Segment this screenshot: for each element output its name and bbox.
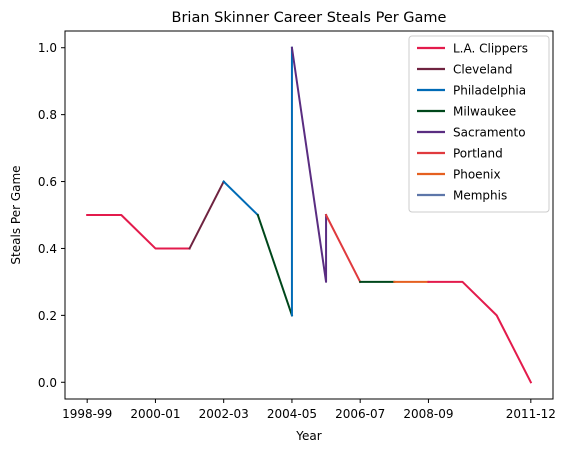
series-line-l-a-clippers-9 (427, 280, 533, 384)
x-tick-label: 2008-09 (403, 407, 453, 421)
series-line-sacramento-5 (290, 46, 328, 283)
legend-entry: Milwaukee (417, 105, 516, 119)
legend-entry: Philadelphia (417, 84, 526, 98)
y-axis-label: Steals Per Game (9, 165, 23, 264)
x-tick-label: 2004-05 (267, 407, 317, 421)
plot-area (86, 46, 533, 384)
legend-label: Philadelphia (453, 84, 526, 98)
legend: L.A. Clippers Cleveland Philadelphia Milwau… (408, 35, 550, 213)
axis-ticks: 1998-99 2000-01 2002-03 2004-05 2006-07 2008-… (38, 41, 556, 421)
legend-label: Milwaukee (453, 105, 516, 119)
x-tick-label: 2000-01 (130, 407, 180, 421)
x-tick-label: 2011-12 (506, 407, 556, 421)
x-tick-label: 2002-03 (199, 407, 249, 421)
y-tick-label: 0.0 (38, 376, 57, 390)
y-tick-label: 1.0 (38, 41, 57, 55)
chart-title: Brian Skinner Career Steals Per Game (172, 10, 447, 26)
x-tick-label: 1998-99 (62, 407, 112, 421)
legend-label: Portland (453, 147, 503, 161)
legend-label: Sacramento (453, 126, 526, 140)
legend-entry: Portland (417, 147, 503, 161)
legend-label: L.A. Clippers (453, 42, 528, 56)
y-tick-label: 0.8 (38, 108, 57, 122)
legend-label: Memphis (453, 189, 507, 203)
y-tick-label: 0.2 (38, 309, 57, 323)
y-tick-label: 0.4 (38, 242, 57, 256)
series-line-cleveland-1 (188, 180, 226, 250)
x-tick-label: 2006-07 (335, 407, 385, 421)
legend-entry: Phoenix (417, 168, 501, 182)
legend-entry: Memphis (417, 189, 507, 203)
legend-label: Cleveland (453, 63, 513, 77)
y-tick-label: 0.6 (38, 175, 57, 189)
plot-frame (64, 30, 554, 400)
series-line-l-a-clippers-0 (86, 214, 191, 250)
series-line-portland-6 (324, 213, 362, 284)
x-axis-label: Year (295, 429, 321, 443)
legend-entry: L.A. Clippers (417, 42, 528, 56)
legend-box (408, 35, 550, 213)
series-line-philadelphia-2 (222, 180, 260, 217)
legend-entry: Sacramento (417, 126, 526, 140)
legend-entry: Cleveland (417, 63, 513, 77)
legend-label: Phoenix (453, 168, 501, 182)
series-line-milwaukee-3 (256, 213, 294, 317)
